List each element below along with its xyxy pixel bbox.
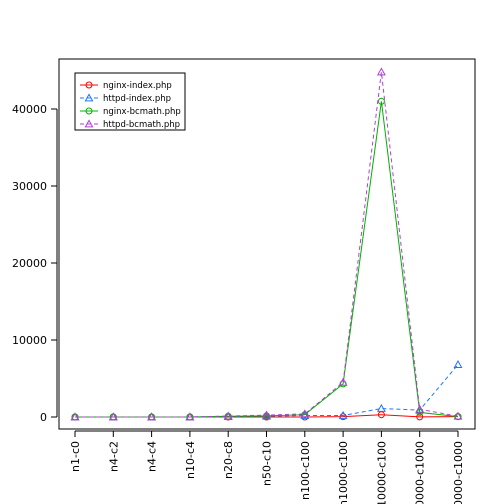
- series-line: [75, 364, 459, 418]
- x-tick-label: n50-c10: [261, 441, 274, 486]
- y-tick-label: 40000: [12, 103, 47, 116]
- data-point: [223, 411, 233, 420]
- series-line: [75, 71, 459, 418]
- data-point: [185, 412, 195, 421]
- x-tick-label: n1-c0: [69, 441, 82, 472]
- x-tick-label: n4-c2: [107, 441, 120, 472]
- data-point: [376, 403, 386, 412]
- legend-marker: [84, 119, 94, 128]
- data-point: [262, 410, 271, 419]
- data-point: [301, 411, 309, 419]
- data-point: [415, 404, 425, 413]
- axes: 0 10000 20000 30000 40000 n1-c0 n4-c2 n4-c4 n10-…: [12, 103, 465, 504]
- series-layer: [70, 67, 463, 421]
- x-tick-label: n10000-c100: [375, 441, 388, 504]
- x-tick-label: n10000-c1000: [414, 441, 427, 504]
- data-point: [376, 67, 386, 76]
- y-tick-label: 20000: [12, 257, 47, 270]
- data-point: [108, 412, 118, 421]
- data-point: [300, 409, 310, 418]
- data-point: [453, 411, 463, 420]
- data-point: [338, 377, 348, 386]
- data-point: [70, 412, 80, 421]
- data-point: [377, 97, 385, 105]
- x-tick-label: n10-c4: [184, 441, 197, 479]
- data-point: [263, 412, 270, 420]
- legend: nginx-index.php httpd-index.php nginx-bcma…: [74, 72, 186, 131]
- x-tick-label: n10000-c1000: [452, 441, 465, 504]
- data-point: [147, 412, 157, 421]
- y-tick-label: 10000: [12, 334, 47, 347]
- data-point: [338, 410, 348, 419]
- x-tick-label: n1000-c100: [337, 441, 350, 504]
- legend-label: nginx-index.php: [103, 81, 172, 91]
- y-tick-label: 0: [40, 411, 47, 424]
- legend-label: httpd-bcmath.php: [103, 120, 180, 130]
- series-httpd-bcmath.php: [70, 67, 463, 421]
- data-point: [453, 360, 463, 369]
- legend-label: httpd-index.php: [103, 94, 171, 104]
- plot-frame: [58, 58, 476, 430]
- x-tick-label: n100-c100: [299, 441, 312, 500]
- legend-label: nginx-bcmath.php: [103, 107, 181, 117]
- x-tick-label: n20-c8: [222, 441, 235, 479]
- x-tick-label: n4-c4: [146, 441, 159, 472]
- legend-marker: [85, 107, 93, 115]
- y-tick-label: 30000: [12, 180, 47, 193]
- series-line: [75, 101, 459, 418]
- data-point: [416, 413, 424, 421]
- legend-box: [74, 72, 186, 131]
- legend-marker: [85, 81, 93, 89]
- legend-marker: [84, 93, 94, 102]
